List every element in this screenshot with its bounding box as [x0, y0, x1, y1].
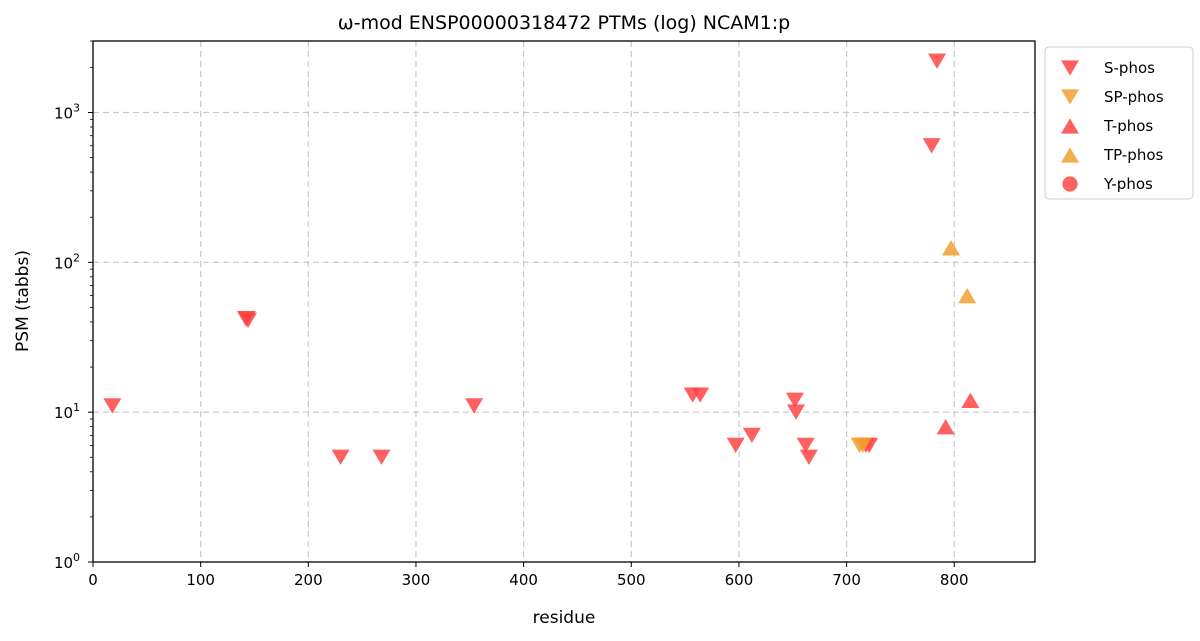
- x-tick-label: 600: [725, 571, 754, 589]
- point-s-phos: [465, 398, 484, 414]
- point-t-phos: [936, 419, 955, 435]
- legend-marker-s-phos: [1061, 60, 1079, 76]
- legend-label-y-phos: Y-phos: [1103, 175, 1153, 193]
- point-s-phos: [799, 449, 818, 465]
- point-s-phos: [785, 392, 804, 408]
- legend-label-t-phos: T-phos: [1103, 117, 1153, 135]
- point-t-phos: [961, 392, 980, 408]
- point-s-phos: [726, 437, 745, 454]
- point-s-phos: [742, 427, 761, 444]
- y-tick-label: 100: [54, 551, 80, 572]
- y-axis-ticks: 100 101 102 103: [54, 40, 93, 572]
- grid-lines: [93, 41, 1035, 562]
- point-s-phos: [787, 404, 806, 420]
- y-tick-label: 101: [54, 401, 80, 422]
- legend-label-s-phos: S-phos: [1104, 59, 1155, 77]
- legend-label-tp-phos: TP-phos: [1103, 146, 1163, 164]
- data-points: [103, 53, 980, 465]
- x-tick-label: 700: [832, 571, 861, 589]
- point-s-phos: [372, 449, 391, 465]
- point-s-phos: [331, 449, 350, 465]
- legend-marker-tp-phos: [1061, 147, 1079, 163]
- chart-title: ω-mod ENSP00000318472 PTMs (log) NCAM1:p: [338, 12, 790, 34]
- point-s-phos: [928, 53, 947, 69]
- legend-label-sp-phos: SP-phos: [1104, 88, 1164, 106]
- x-tick-label: 800: [940, 571, 969, 589]
- x-tick-label: 100: [186, 571, 215, 589]
- y-tick-label: 103: [54, 101, 80, 122]
- legend: S-phos SP-phos T-phos TP-phos Y-phos: [1044, 46, 1194, 200]
- legend-marker-sp-phos: [1061, 89, 1079, 105]
- legend-marker-y-phos: [1062, 176, 1078, 192]
- x-tick-label: 400: [509, 571, 538, 589]
- point-s-phos: [103, 398, 122, 414]
- y-axis-label: PSM (tabbs): [13, 250, 33, 352]
- point-s-phos: [796, 437, 815, 454]
- point-tp-phos: [958, 287, 977, 304]
- x-tick-label: 500: [617, 571, 646, 589]
- point-sp-phos: [853, 437, 872, 454]
- point-s-phos: [922, 138, 941, 154]
- x-axis-ticks: 0 100 200 300 400 500 600 700 800: [88, 562, 969, 589]
- legend-marker-t-phos: [1061, 118, 1079, 134]
- x-tick-label: 200: [294, 571, 323, 589]
- x-tick-label: 0: [88, 571, 98, 589]
- x-axis-label: residue: [533, 608, 596, 628]
- x-tick-label: 300: [402, 571, 431, 589]
- point-tp-phos: [942, 240, 961, 256]
- plot-frame: [92, 40, 1036, 563]
- legend-box: [1044, 46, 1194, 200]
- point-s-phos: [691, 387, 710, 403]
- y-tick-label: 102: [54, 251, 80, 272]
- point-s-phos: [239, 312, 258, 328]
